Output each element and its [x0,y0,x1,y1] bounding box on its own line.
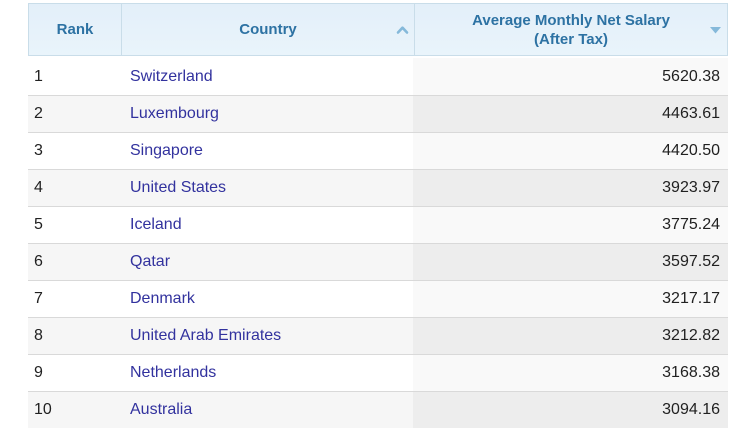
rank-cell: 1 [28,58,120,95]
column-header-rank[interactable]: Rank [29,4,121,55]
rank-value: 3 [34,142,43,159]
rank-cell: 9 [28,355,120,391]
salary-cell: 3923.97 [413,170,728,206]
rank-cell: 4 [28,170,120,206]
salary-cell: 3775.24 [413,207,728,243]
country-link[interactable]: Qatar [130,253,171,270]
rank-cell: 10 [28,392,120,428]
salary-value: 3597.52 [662,253,720,270]
rank-cell: 6 [28,244,120,280]
rank-value: 10 [34,401,52,418]
rank-cell: 2 [28,96,120,132]
country-link[interactable]: Denmark [130,290,195,307]
country-cell: Qatar [120,244,413,280]
rank-value: 2 [34,105,43,122]
salary-value: 3217.17 [662,290,720,307]
rank-value: 8 [34,327,43,344]
table-header-row: Rank Country Average Monthly Net Salary … [28,3,728,56]
column-header-salary-label-line2: (After Tax) [534,30,608,48]
rank-value: 1 [34,67,43,85]
rank-value: 6 [34,253,43,270]
country-link[interactable]: Australia [130,401,193,418]
rank-cell: 5 [28,207,120,243]
table-row: 1 Switzerland 5620.38 [28,58,728,95]
salary-cell: 3217.17 [413,281,728,317]
table-row: 3 Singapore 4420.50 [28,132,728,169]
country-link[interactable]: Netherlands [130,364,217,381]
country-link[interactable]: Switzerland [130,67,213,85]
table-row: 10 Australia 3094.16 [28,391,728,428]
country-cell: Netherlands [120,355,413,391]
salary-value: 3168.38 [662,364,720,381]
salary-cell: 5620.38 [413,58,728,95]
rank-cell: 8 [28,318,120,354]
salary-value: 3212.82 [662,327,720,344]
country-link[interactable]: Luxembourg [130,105,219,122]
country-cell: Denmark [120,281,413,317]
column-header-salary-label-line1: Average Monthly Net Salary [472,11,670,29]
table-row: 8 United Arab Emirates 3212.82 [28,317,728,354]
salary-cell: 4463.61 [413,96,728,132]
country-cell: Luxembourg [120,96,413,132]
salary-cell: 3168.38 [413,355,728,391]
salary-value: 5620.38 [662,67,720,85]
country-cell: Australia [120,392,413,428]
country-cell: Iceland [120,207,413,243]
column-header-salary[interactable]: Average Monthly Net Salary (After Tax) [414,4,727,55]
table-row: 7 Denmark 3217.17 [28,280,728,317]
table-row: 4 United States 3923.97 [28,169,728,206]
sort-ascending-icon[interactable] [396,25,409,34]
country-link[interactable]: United Arab Emirates [130,327,282,344]
country-cell: United Arab Emirates [120,318,413,354]
salary-cell: 3212.82 [413,318,728,354]
country-cell: Switzerland [120,58,413,95]
salary-table: Rank Country Average Monthly Net Salary … [28,3,728,428]
table-body: 1 Switzerland 5620.38 2 Luxembourg 4463.… [28,58,728,428]
table-row: 2 Luxembourg 4463.61 [28,95,728,132]
salary-value: 4420.50 [662,142,720,159]
country-link[interactable]: Singapore [130,142,203,159]
rank-cell: 3 [28,133,120,169]
rank-cell: 7 [28,281,120,317]
country-cell: United States [120,170,413,206]
column-header-country[interactable]: Country [121,4,414,55]
salary-cell: 3094.16 [413,392,728,428]
country-cell: Singapore [120,133,413,169]
table-row: 5 Iceland 3775.24 [28,206,728,243]
rank-value: 4 [34,179,43,196]
table-row: 6 Qatar 3597.52 [28,243,728,280]
rank-value: 5 [34,216,43,233]
rank-value: 9 [34,364,43,381]
country-link[interactable]: United States [130,179,227,196]
sort-descending-icon[interactable] [709,26,722,34]
salary-cell: 4420.50 [413,133,728,169]
column-header-rank-label: Rank [56,21,94,38]
salary-value: 3923.97 [662,179,720,196]
salary-value: 3775.24 [662,216,720,233]
rank-value: 7 [34,290,43,307]
salary-value: 3094.16 [662,401,720,418]
salary-cell: 3597.52 [413,244,728,280]
country-link[interactable]: Iceland [130,216,182,233]
table-row: 9 Netherlands 3168.38 [28,354,728,391]
column-header-country-label: Country [239,21,297,38]
salary-value: 4463.61 [662,105,720,122]
